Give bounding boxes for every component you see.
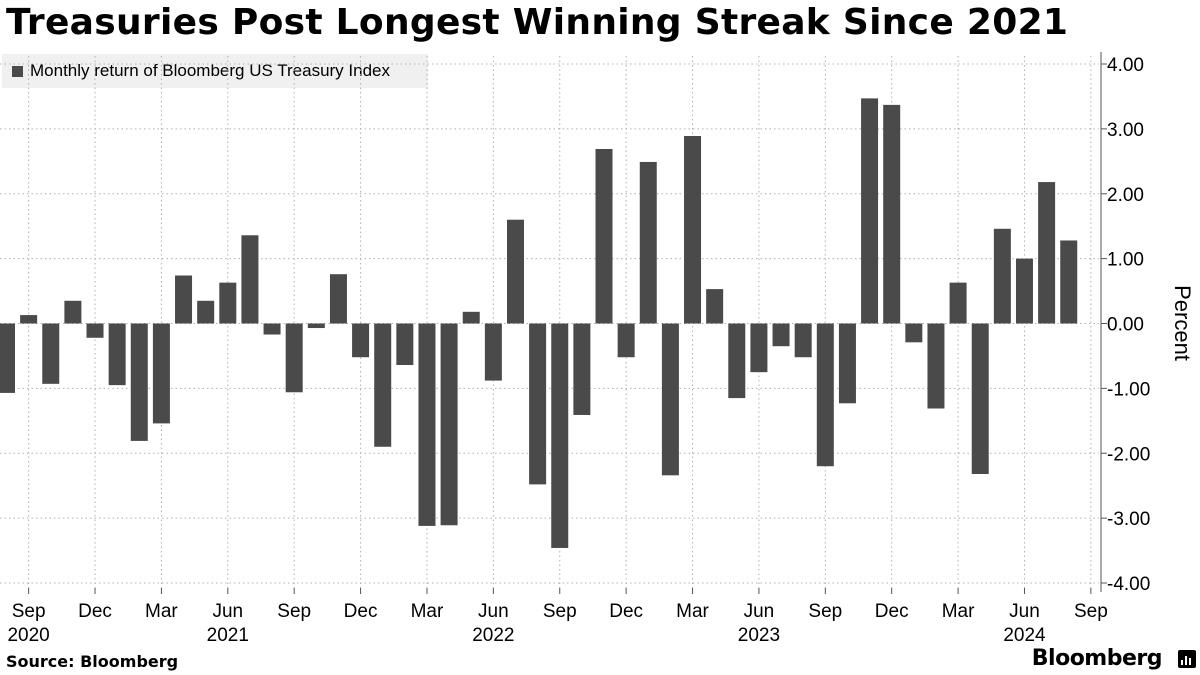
y-tick-label: 2.00	[1107, 185, 1144, 206]
y-tick-label: -2.00	[1107, 444, 1150, 465]
y-tick-label: 0.00	[1107, 315, 1144, 336]
bar	[197, 300, 215, 324]
bar	[529, 323, 547, 485]
x-tick-label: Sep	[277, 601, 311, 622]
bar	[1060, 240, 1078, 324]
x-year-label: 2022	[472, 625, 514, 646]
x-year-label: 2021	[207, 625, 249, 646]
gridlines	[0, 56, 1099, 590]
bar	[241, 235, 259, 324]
x-tick-label: Jun	[478, 601, 509, 622]
y-axis-label: Percent	[1170, 285, 1195, 361]
y-tick-label: -1.00	[1107, 379, 1150, 400]
bar	[263, 323, 281, 335]
bar	[440, 323, 458, 526]
bar	[285, 323, 303, 393]
x-tick-label: Mar	[676, 601, 709, 622]
bar	[949, 282, 967, 324]
bar	[993, 228, 1011, 324]
x-axis: Sep Dec Mar Jun Sep Dec Mar Jun Sep Dec Mar Jun Sep D…	[7, 588, 1108, 646]
bar	[905, 323, 923, 343]
bar	[152, 323, 170, 424]
source-note: Source: Bloomberg	[6, 652, 179, 671]
y-tick-label: 1.00	[1107, 250, 1144, 271]
bar	[506, 219, 524, 324]
x-tick-label: Dec	[344, 601, 378, 622]
bar	[396, 323, 414, 366]
bloomberg-chart-icon	[1178, 650, 1196, 668]
x-tick-label: Jun	[212, 601, 243, 622]
x-tick-label: Dec	[875, 601, 909, 622]
bar	[838, 323, 856, 404]
bar	[684, 136, 702, 324]
chart-title: Treasuries Post Longest Winning Streak S…	[6, 2, 1069, 43]
y-tick-label: -4.00	[1107, 574, 1150, 595]
x-tick-label: Dec	[78, 601, 112, 622]
bar	[927, 323, 945, 409]
bar	[750, 323, 768, 373]
bar	[551, 323, 569, 548]
y-axis: 4.00 3.00 2.00 1.00 0.00 -1.00 -2.00 -3.00 -4.00	[1100, 52, 1150, 595]
bar	[1015, 258, 1033, 324]
bar	[42, 323, 60, 384]
bar	[816, 323, 834, 467]
bar	[728, 323, 746, 399]
bar	[639, 161, 657, 324]
bar	[617, 323, 635, 358]
legend: Monthly return of Bloomberg US Treasury …	[2, 54, 428, 88]
x-tick-label: Dec	[609, 601, 643, 622]
x-year-label: 2024	[1003, 625, 1046, 646]
bar	[108, 323, 126, 386]
bar	[20, 315, 38, 324]
bloomberg-logo: Bloomberg	[1031, 646, 1163, 671]
x-tick-label: Jun	[1009, 601, 1040, 622]
bar	[794, 323, 812, 358]
bars	[0, 98, 1078, 548]
bar	[772, 323, 790, 347]
x-tick-label: Sep	[1074, 601, 1108, 622]
bar	[661, 323, 679, 476]
x-tick-label: Mar	[411, 601, 444, 622]
bar	[175, 275, 193, 324]
y-tick-label: -3.00	[1107, 509, 1150, 530]
bar	[484, 323, 502, 381]
y-tick-label: 3.00	[1107, 120, 1144, 141]
bar	[0, 323, 15, 393]
bar	[883, 104, 901, 324]
bar	[352, 323, 370, 358]
x-year-label: 2020	[7, 625, 49, 646]
bar	[595, 148, 613, 324]
x-tick-label: Mar	[942, 601, 975, 622]
bar	[1038, 182, 1056, 324]
x-tick-label: Sep	[12, 601, 46, 622]
legend-swatch	[12, 65, 23, 77]
bar	[219, 282, 237, 324]
x-tick-label: Mar	[145, 601, 178, 622]
bar	[418, 323, 436, 526]
bar	[971, 323, 989, 475]
x-tick-label: Sep	[543, 601, 577, 622]
bar	[374, 323, 392, 447]
bar	[706, 289, 724, 324]
bar	[329, 274, 347, 324]
y-tick-label: 4.00	[1107, 55, 1144, 76]
bar	[64, 300, 82, 324]
x-tick-label: Jun	[744, 601, 775, 622]
x-tick-label: Sep	[808, 601, 842, 622]
bar	[861, 98, 879, 324]
bar	[462, 311, 480, 324]
legend-label: Monthly return of Bloomberg US Treasury …	[30, 61, 390, 80]
bar	[130, 323, 148, 441]
bar	[573, 323, 591, 415]
bar	[86, 323, 104, 338]
x-year-label: 2023	[738, 625, 780, 646]
bar	[307, 323, 325, 329]
